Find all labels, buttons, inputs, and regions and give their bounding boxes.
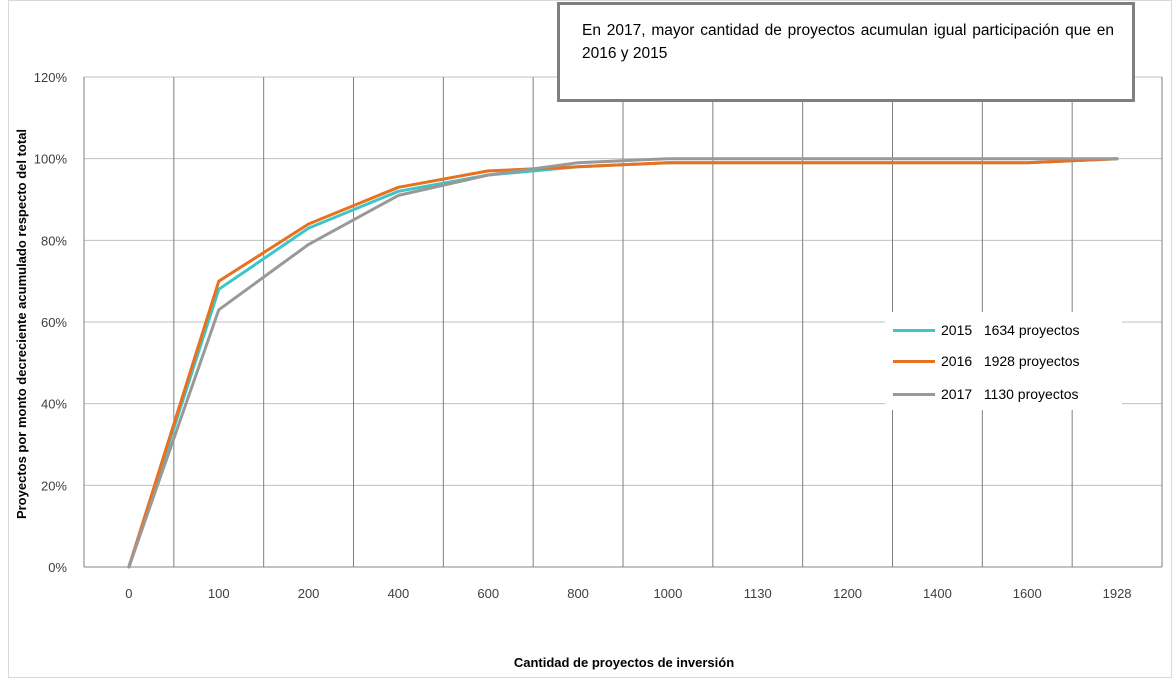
legend-label-2017: 2017 1130 proyectos — [941, 386, 1079, 402]
y-tick-labels: 0% 20% 40% 60% 80% 100% 120% — [34, 70, 68, 575]
y-axis-title: Proyectos por monto decreciente acumulad… — [14, 129, 29, 519]
y-tick-label: 40% — [41, 397, 67, 412]
legend: 2015 1634 proyectos 2016 1928 proyectos … — [885, 312, 1122, 410]
y-tick-label: 20% — [41, 478, 67, 493]
y-tick-label: 100% — [34, 152, 68, 167]
series-lines — [127, 157, 1119, 569]
x-axis-title: Cantidad de proyectos de inversión — [514, 655, 734, 670]
x-tick-label: 1000 — [653, 586, 682, 601]
series-line-2 — [127, 157, 1119, 569]
x-tick-label: 200 — [298, 586, 320, 601]
legend-swatch-2016 — [893, 359, 935, 363]
annotation-box: En 2017, mayor cantidad de proyectos acu… — [557, 2, 1135, 102]
y-tick-label: 120% — [34, 70, 68, 85]
x-tick-label: 1200 — [833, 586, 862, 601]
legend-item-2016: 2016 1928 proyectos — [893, 351, 1080, 371]
legend-item-2015: 2015 1634 proyectos — [893, 320, 1080, 340]
legend-swatch-2017 — [893, 392, 935, 396]
x-tick-label: 1130 — [744, 586, 772, 601]
x-tick-label: 1400 — [923, 586, 952, 601]
legend-swatch-2015 — [893, 328, 935, 332]
y-tick-label: 80% — [41, 233, 67, 248]
x-tick-label: 1928 — [1103, 586, 1132, 601]
x-tick-label: 800 — [567, 586, 589, 601]
legend-label-2016: 2016 1928 proyectos — [941, 353, 1080, 369]
y-tick-label: 0% — [48, 560, 67, 575]
y-tick-label: 60% — [41, 315, 67, 330]
x-tick-label: 1600 — [1013, 586, 1042, 601]
series-line-3 — [127, 157, 1119, 569]
legend-item-2017: 2017 1130 proyectos — [893, 384, 1079, 404]
x-tick-label: 600 — [477, 586, 499, 601]
legend-label-2015: 2015 1634 proyectos — [941, 322, 1080, 338]
x-tick-label: 400 — [388, 586, 410, 601]
x-tick-label: 100 — [208, 586, 230, 601]
annotation-text: En 2017, mayor cantidad de proyectos acu… — [582, 22, 1114, 62]
x-tick-label: 0 — [125, 586, 132, 601]
x-tick-labels: 0 100 200 400 600 800 1000 1130 1200 1400 1600 1928 — [125, 586, 1131, 601]
